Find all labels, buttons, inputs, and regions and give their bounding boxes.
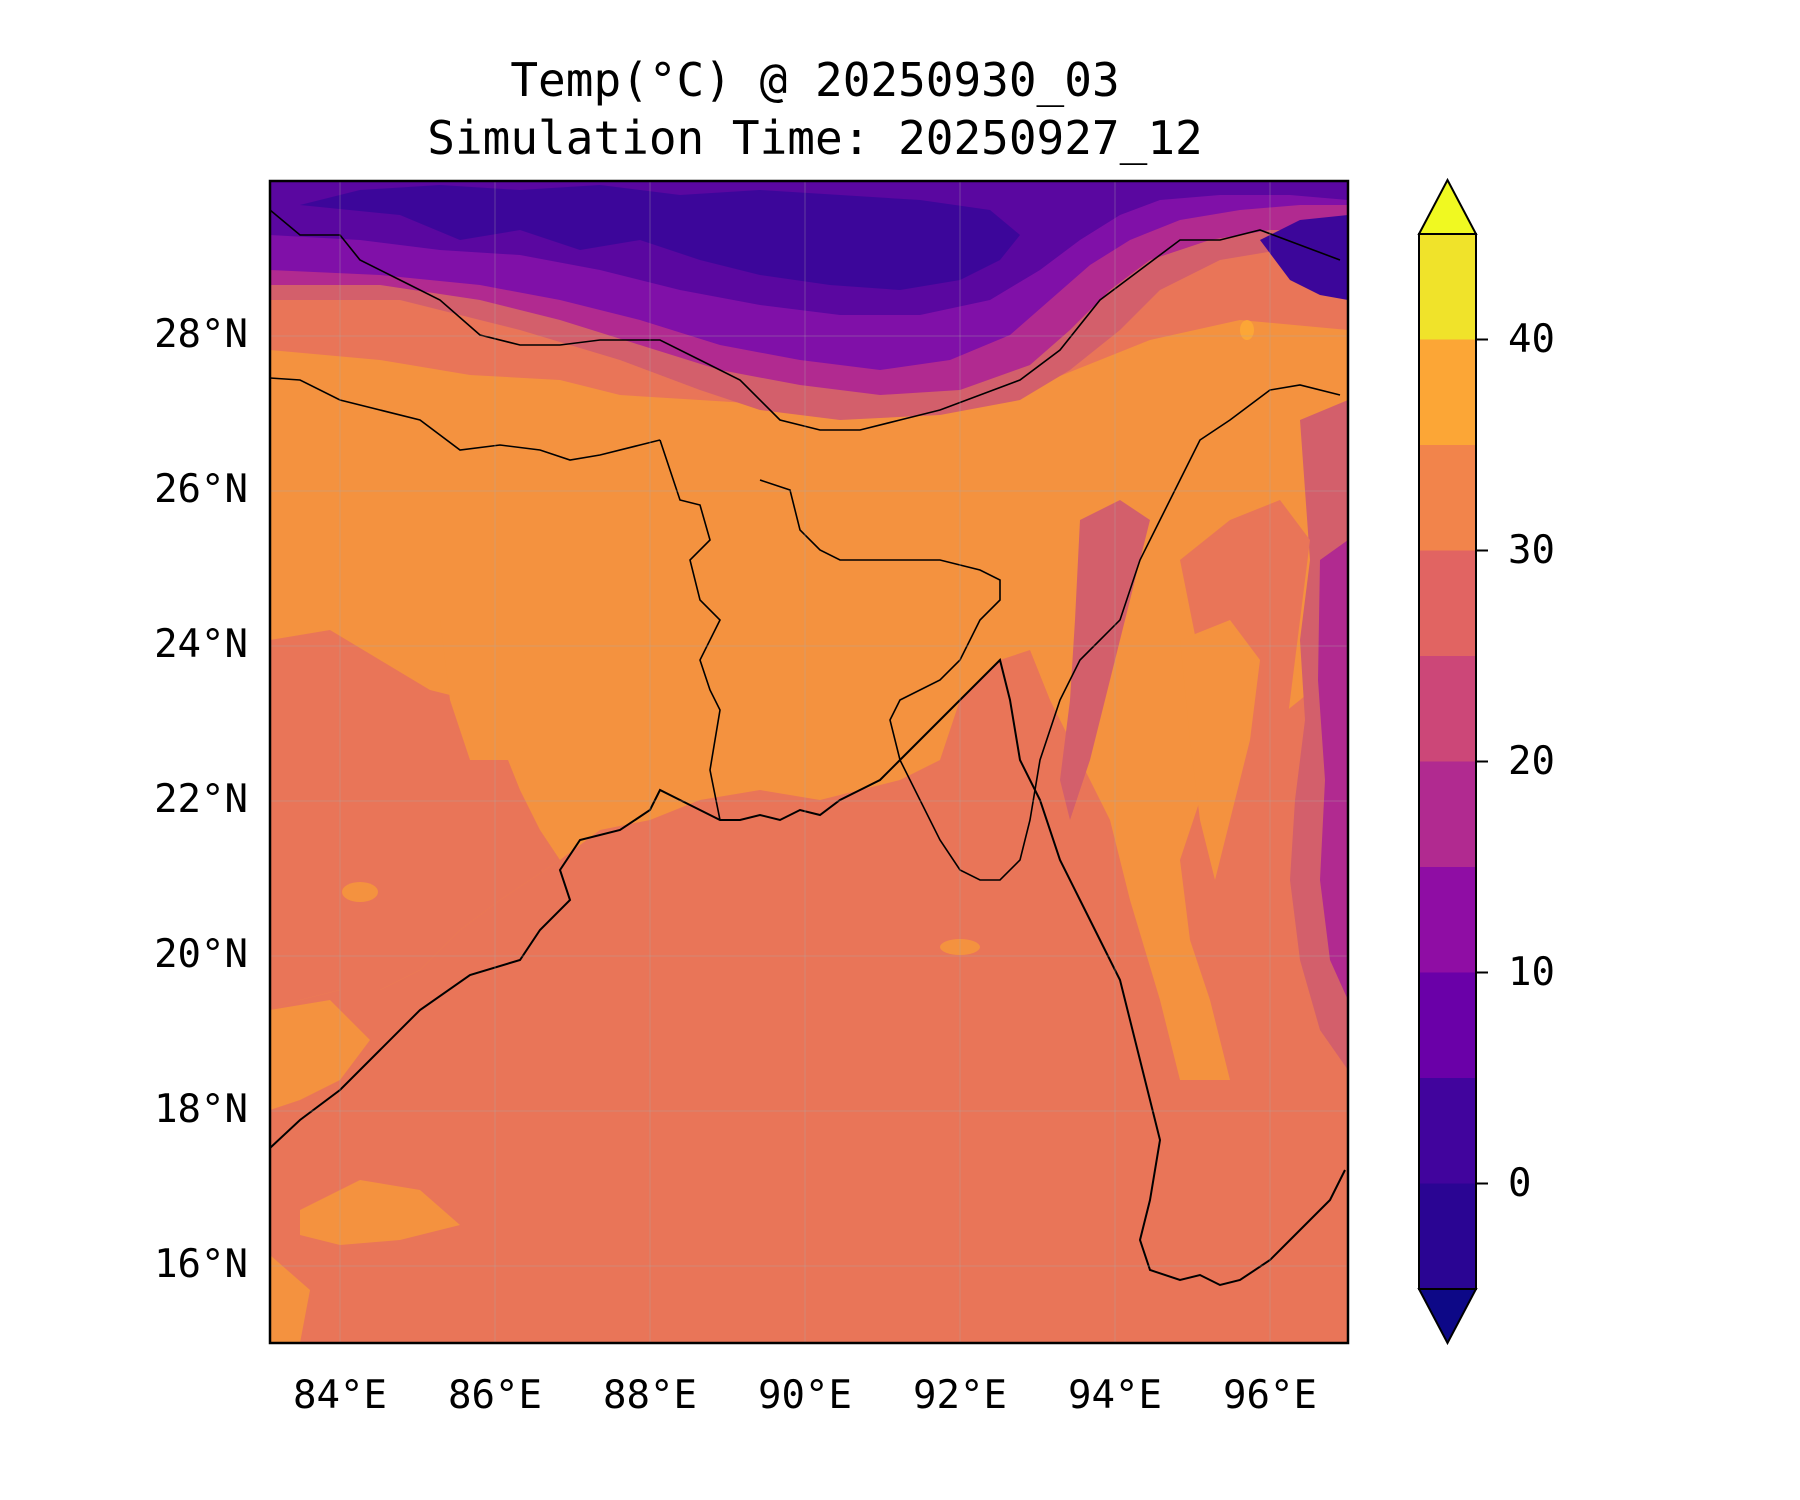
colorbar-segment: [1419, 656, 1476, 762]
lat-tick-label: 16°N: [154, 1242, 248, 1287]
coastline: [270, 658, 1346, 1287]
field-cool: [1318, 540, 1348, 1000]
colorbar-tick-label: 40: [1508, 317, 1555, 362]
colorbar-segment: [1419, 972, 1476, 1078]
field-warm-patch: [940, 939, 980, 955]
colorbar-tick-label: 0: [1508, 1161, 1532, 1206]
field-hot-spot: [1240, 320, 1254, 340]
colorbar-segment: [1419, 1183, 1476, 1289]
graticule: [270, 181, 1348, 1343]
colorbar-segment: [1419, 445, 1476, 551]
country-border: [270, 209, 1341, 881]
plot-frame: [268, 179, 1350, 1345]
colorbar-segment: [1419, 1078, 1476, 1184]
field-warm-land: [270, 1000, 370, 1110]
lon-tick-label: 90°E: [758, 1373, 852, 1418]
field-warm-land: [300, 1180, 460, 1245]
colorbar-segment: [1419, 867, 1476, 973]
lon-tick-label: 86°E: [448, 1373, 542, 1418]
lon-tick-label: 88°E: [603, 1373, 697, 1418]
lat-tick-label: 24°N: [154, 622, 248, 667]
lat-tick-label: 26°N: [154, 467, 248, 512]
lon-tick-label: 94°E: [1068, 1373, 1162, 1418]
colorbar-segment: [1419, 234, 1476, 340]
colorbar-tick-label: 30: [1508, 528, 1555, 573]
colorbar-extend-max: [1417, 177, 1478, 235]
field-warm-land: [270, 1255, 310, 1343]
field-mid: [1060, 500, 1150, 820]
lat-tick-label: 28°N: [154, 312, 248, 357]
colorbar-segment: [1419, 339, 1476, 445]
field-warm-land: [270, 320, 1348, 1080]
lon-tick-label: 92°E: [913, 1373, 1007, 1418]
field-coldest: [1260, 215, 1348, 300]
colorbar-segment: [1419, 550, 1476, 656]
colorbar-extend-min: [1417, 1288, 1478, 1346]
colorbar: [1417, 177, 1488, 1346]
field-warm-land: [1180, 620, 1260, 880]
colorbar-tick-label: 10: [1508, 950, 1555, 995]
field-warm-patch: [342, 882, 378, 902]
chart-title: Temp(°C) @ 20250930_03: [510, 53, 1120, 107]
field-coldest: [300, 185, 1020, 290]
lon-tick-label: 84°E: [293, 1373, 387, 1418]
lat-tick-label: 18°N: [154, 1087, 248, 1132]
lat-tick-label: 20°N: [154, 932, 248, 977]
chart-subtitle: Simulation Time: 20250927_12: [427, 111, 1203, 165]
lat-tick-label: 22°N: [154, 777, 248, 822]
colorbar-tick-label: 20: [1508, 739, 1555, 784]
field-warm-land: [440, 620, 540, 760]
lon-tick-label: 96°E: [1223, 1373, 1317, 1418]
colorbar-segment: [1419, 761, 1476, 867]
